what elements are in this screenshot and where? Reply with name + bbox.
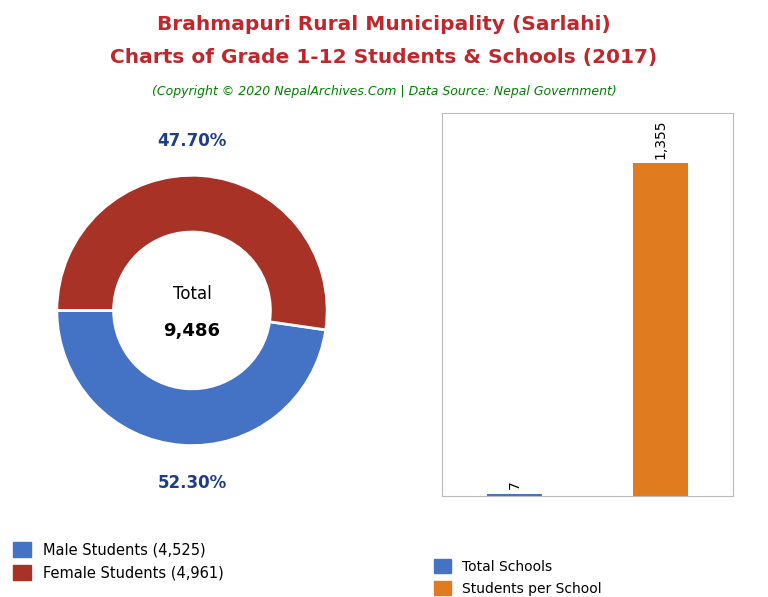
Text: 47.70%: 47.70% bbox=[157, 133, 227, 150]
Text: 1,355: 1,355 bbox=[654, 119, 667, 159]
Text: Charts of Grade 1-12 Students & Schools (2017): Charts of Grade 1-12 Students & Schools … bbox=[111, 48, 657, 67]
Text: Total: Total bbox=[173, 285, 211, 303]
Text: 52.30%: 52.30% bbox=[157, 475, 227, 493]
Wedge shape bbox=[57, 176, 327, 330]
Text: Brahmapuri Rural Municipality (Sarlahi): Brahmapuri Rural Municipality (Sarlahi) bbox=[157, 15, 611, 34]
Bar bbox=[487, 494, 542, 496]
Legend: Male Students (4,525), Female Students (4,961): Male Students (4,525), Female Students (… bbox=[13, 542, 223, 580]
Bar bbox=[633, 163, 688, 496]
Text: (Copyright © 2020 NepalArchives.Com | Data Source: Nepal Government): (Copyright © 2020 NepalArchives.Com | Da… bbox=[151, 85, 617, 98]
Legend: Total Schools, Students per School: Total Schools, Students per School bbox=[434, 559, 601, 596]
Text: 9,486: 9,486 bbox=[164, 322, 220, 340]
Wedge shape bbox=[57, 310, 326, 445]
Text: 7: 7 bbox=[508, 481, 521, 490]
